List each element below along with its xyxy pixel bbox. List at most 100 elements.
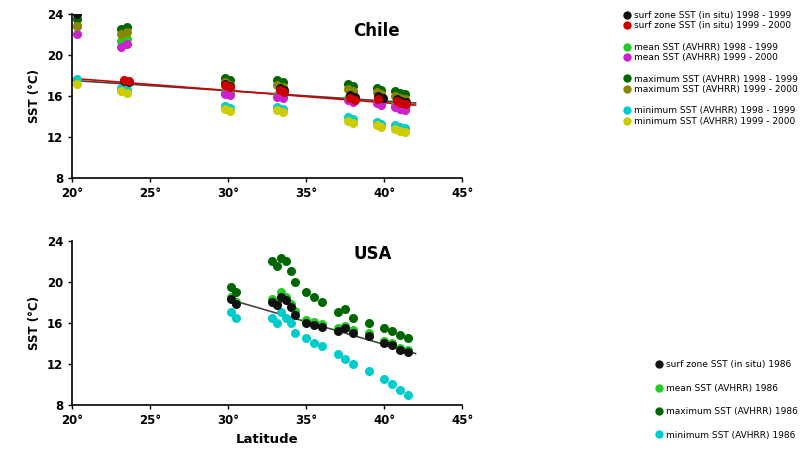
Point [308, 339, 320, 347]
Point [71, 22, 84, 30]
Point [339, 322, 352, 329]
Point [117, 78, 130, 85]
Point [276, 79, 289, 86]
Point [273, 86, 286, 93]
Point [377, 339, 390, 347]
Point [120, 29, 133, 36]
Point [369, 121, 382, 128]
Point [389, 87, 402, 94]
Point [374, 90, 387, 97]
Point [377, 324, 390, 332]
Point [346, 314, 359, 321]
Point [348, 93, 361, 101]
Point [117, 77, 130, 84]
Point [279, 297, 292, 304]
Point [374, 101, 387, 108]
Point [223, 91, 236, 98]
Point [276, 106, 289, 113]
Point [315, 343, 328, 350]
Point [300, 316, 312, 324]
Point [71, 80, 84, 87]
Point [385, 339, 398, 347]
Point [397, 105, 410, 112]
Point [369, 99, 382, 106]
Point [348, 96, 361, 104]
Point [223, 81, 236, 88]
Point [389, 101, 402, 109]
Point [308, 318, 320, 325]
Point [275, 293, 287, 301]
Legend: surf zone SST (in situ) 1986,  , mean SST (AVHRR) 1986,  , maximum SST (AVHRR) 1: surf zone SST (in situ) 1986, , mean SST… [652, 359, 798, 441]
Point [308, 321, 320, 329]
Point [315, 323, 328, 330]
Point [399, 101, 412, 108]
Point [401, 348, 414, 355]
Point [223, 108, 236, 115]
Point [276, 83, 289, 90]
Point [339, 324, 352, 332]
Point [339, 355, 352, 362]
Point [114, 25, 127, 33]
Point [71, 30, 84, 38]
Point [393, 386, 406, 393]
Point [71, 76, 84, 83]
Point [218, 80, 231, 87]
Text: Chile: Chile [353, 22, 399, 40]
Point [265, 298, 278, 306]
Point [300, 334, 312, 342]
Y-axis label: SST (°C): SST (°C) [28, 69, 41, 123]
Point [230, 298, 243, 306]
Point [270, 77, 283, 84]
Point [369, 118, 382, 125]
Point [276, 109, 289, 116]
Point [308, 293, 320, 301]
Point [284, 301, 297, 308]
Point [393, 94, 406, 101]
Point [71, 22, 84, 30]
Point [284, 268, 297, 275]
Point [288, 308, 301, 315]
Point [393, 345, 406, 352]
Point [218, 79, 231, 86]
Point [71, 10, 84, 17]
Point [331, 309, 344, 316]
Point [288, 329, 301, 337]
Point [230, 314, 243, 321]
Point [390, 97, 403, 105]
Point [230, 288, 243, 296]
Point [265, 295, 278, 303]
Point [369, 98, 382, 106]
Point [265, 314, 278, 321]
Point [270, 298, 283, 306]
Point [393, 123, 406, 130]
Point [401, 391, 414, 398]
Point [114, 87, 127, 94]
Point [288, 278, 301, 285]
Point [393, 106, 406, 113]
Point [218, 88, 231, 96]
Point [339, 306, 352, 313]
Point [276, 94, 289, 101]
Point [346, 119, 359, 126]
Point [225, 293, 238, 301]
Point [341, 96, 354, 104]
Point [343, 91, 356, 98]
Point [362, 367, 375, 374]
Point [341, 94, 354, 101]
Point [346, 87, 359, 94]
Point [218, 90, 231, 97]
Point [122, 78, 135, 85]
Y-axis label: SST (°C): SST (°C) [28, 296, 41, 350]
Point [122, 79, 135, 86]
Point [393, 104, 406, 111]
Point [218, 102, 231, 110]
Point [401, 347, 414, 354]
Point [270, 263, 283, 270]
Point [279, 314, 292, 321]
Point [114, 43, 127, 50]
Point [397, 106, 410, 114]
Point [223, 89, 236, 96]
Point [223, 105, 236, 112]
Point [288, 311, 301, 318]
Point [275, 288, 287, 296]
